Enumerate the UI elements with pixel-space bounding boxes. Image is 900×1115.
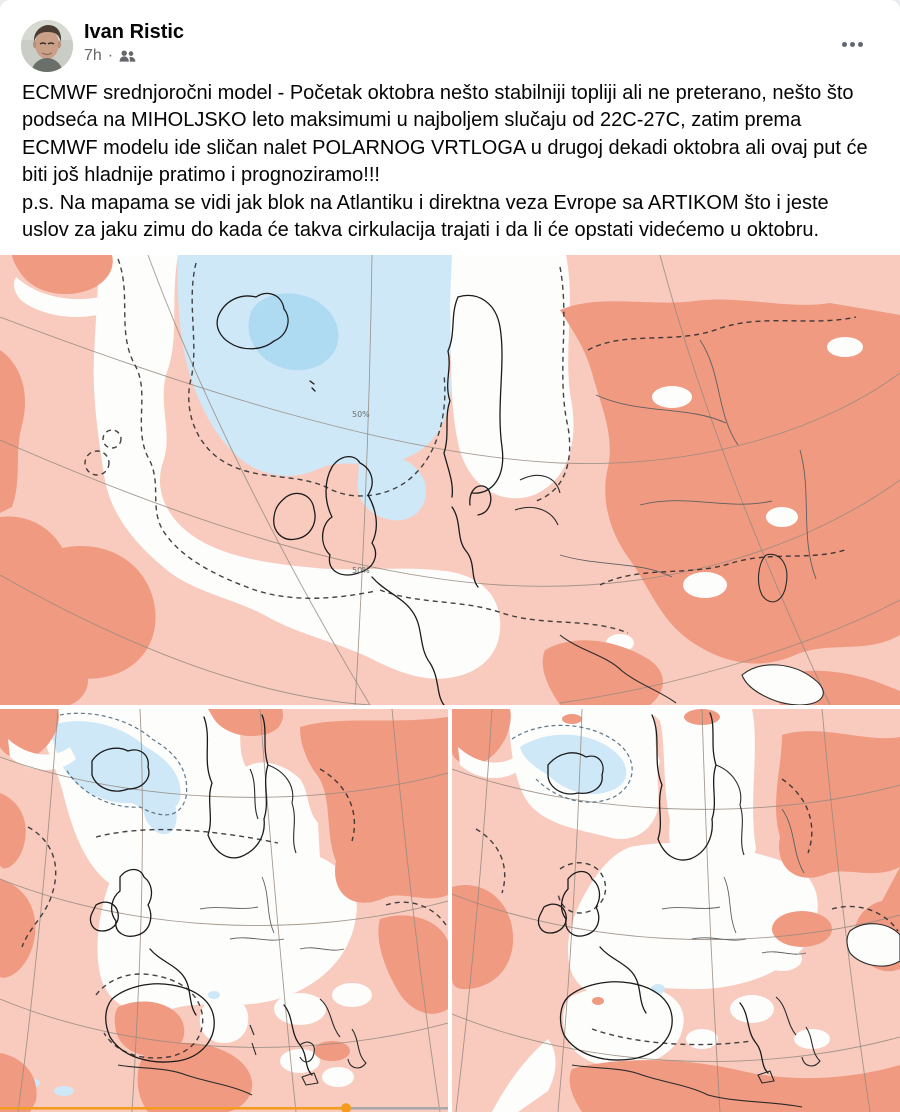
avatar[interactable]: [21, 20, 73, 72]
author-name[interactable]: Ivan Ristic: [84, 21, 185, 43]
weather-map-small-left[interactable]: [0, 709, 448, 1113]
more-options-icon: [841, 41, 847, 47]
post-options-button[interactable]: [834, 30, 870, 58]
header-text: Ivan Ristic 7h ·: [84, 20, 184, 65]
weather-map-small-left-svg: [0, 709, 448, 1113]
timestamp[interactable]: 7h: [84, 47, 102, 64]
progress-knob[interactable]: [341, 1103, 351, 1113]
contour-label: 50%: [352, 410, 370, 419]
image-progress-bar[interactable]: [0, 1103, 448, 1113]
map-row: [0, 709, 900, 1113]
post-media: 50% 50%: [0, 255, 900, 1113]
weather-map-small-right[interactable]: [452, 709, 900, 1113]
meta-separator: ·: [107, 47, 114, 64]
weather-map-small-right-svg: [452, 709, 900, 1113]
post-body: ECMWF srednjoročni model - Početak oktob…: [0, 80, 900, 244]
post-meta: 7h ·: [84, 47, 184, 65]
contour-label: 50%: [352, 566, 370, 575]
friends-icon: [119, 50, 136, 62]
post-paragraph-1: ECMWF srednjoročni model - Početak oktob…: [22, 82, 868, 187]
weather-map-large[interactable]: 50% 50%: [0, 255, 900, 706]
post-header: Ivan Ristic 7h ·: [0, 0, 900, 80]
weather-map-large-svg: 50% 50%: [0, 255, 900, 706]
avatar-image: [21, 20, 73, 72]
post-paragraph-2: p.s. Na mapama se vidi jak blok na Atlan…: [22, 191, 829, 242]
